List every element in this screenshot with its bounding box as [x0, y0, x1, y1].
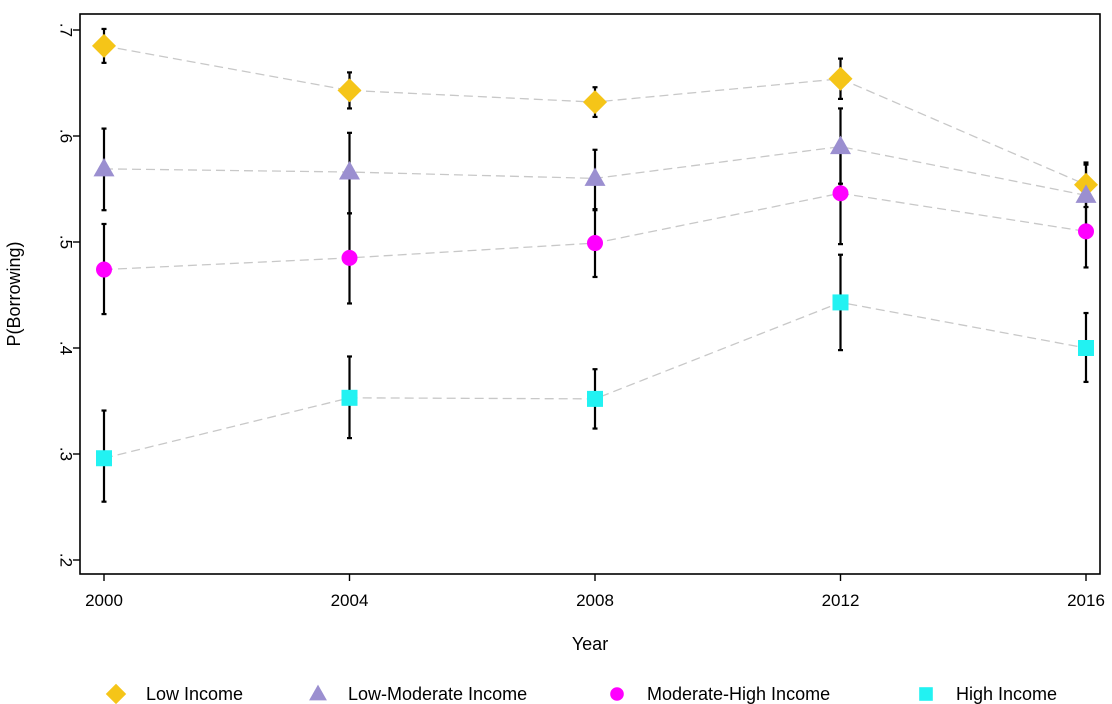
data-point — [96, 261, 112, 278]
legend-label: Low Income — [146, 684, 243, 704]
x-tick-label: 2012 — [822, 591, 860, 610]
x-tick-label: 2008 — [576, 591, 614, 610]
legend-label: High Income — [956, 684, 1057, 704]
legend-marker — [919, 687, 933, 701]
data-point — [583, 90, 607, 115]
legend-label: Moderate-High Income — [647, 684, 830, 704]
x-tick-label: 2016 — [1067, 591, 1105, 610]
data-point — [832, 294, 849, 311]
x-axis-title: Year — [572, 634, 608, 654]
data-point — [1078, 340, 1094, 356]
data-point — [339, 161, 360, 180]
y-tick-label: .5 — [57, 235, 76, 249]
data-point — [587, 390, 603, 407]
x-tick-label: 2004 — [331, 591, 369, 610]
data-point — [341, 389, 358, 406]
data-point — [830, 135, 851, 155]
legend: Low Income Low-Moderate Income Moderate-Hi… — [105, 683, 1057, 704]
plot-frame — [79, 13, 1101, 575]
y-axis-title: P(Borrowing) — [4, 241, 24, 346]
data-point — [96, 450, 112, 467]
data-point — [337, 78, 362, 103]
data-point — [1078, 223, 1094, 240]
y-tick-label: .4 — [57, 341, 76, 355]
tick-labels: .2 .3 .4 .5 .6 .7 2000 2004 2008 2012 2016 — [57, 23, 1105, 610]
data-markers — [92, 33, 1098, 467]
data-point — [584, 167, 606, 186]
data-point — [1075, 184, 1097, 203]
legend-item: Moderate-High Income — [610, 684, 830, 704]
x-tick-label: 2000 — [85, 591, 123, 610]
axes — [73, 13, 1101, 581]
y-tick-label: .3 — [57, 447, 76, 461]
y-tick-label: .2 — [57, 553, 76, 567]
y-tick-label: .7 — [57, 23, 76, 37]
y-tick-label: .6 — [57, 129, 76, 143]
data-point — [92, 33, 116, 58]
legend-marker — [105, 683, 127, 704]
legend-item: High Income — [919, 684, 1057, 704]
data-point — [828, 66, 853, 91]
legend-item: Low Income — [105, 683, 243, 704]
data-point — [93, 157, 115, 177]
legend-item: Low-Moderate Income — [309, 684, 527, 704]
data-point — [587, 235, 603, 252]
data-point — [341, 249, 358, 266]
legend-marker — [610, 687, 624, 701]
legend-marker — [309, 684, 327, 701]
legend-label: Low-Moderate Income — [348, 684, 527, 704]
data-point — [832, 185, 849, 202]
